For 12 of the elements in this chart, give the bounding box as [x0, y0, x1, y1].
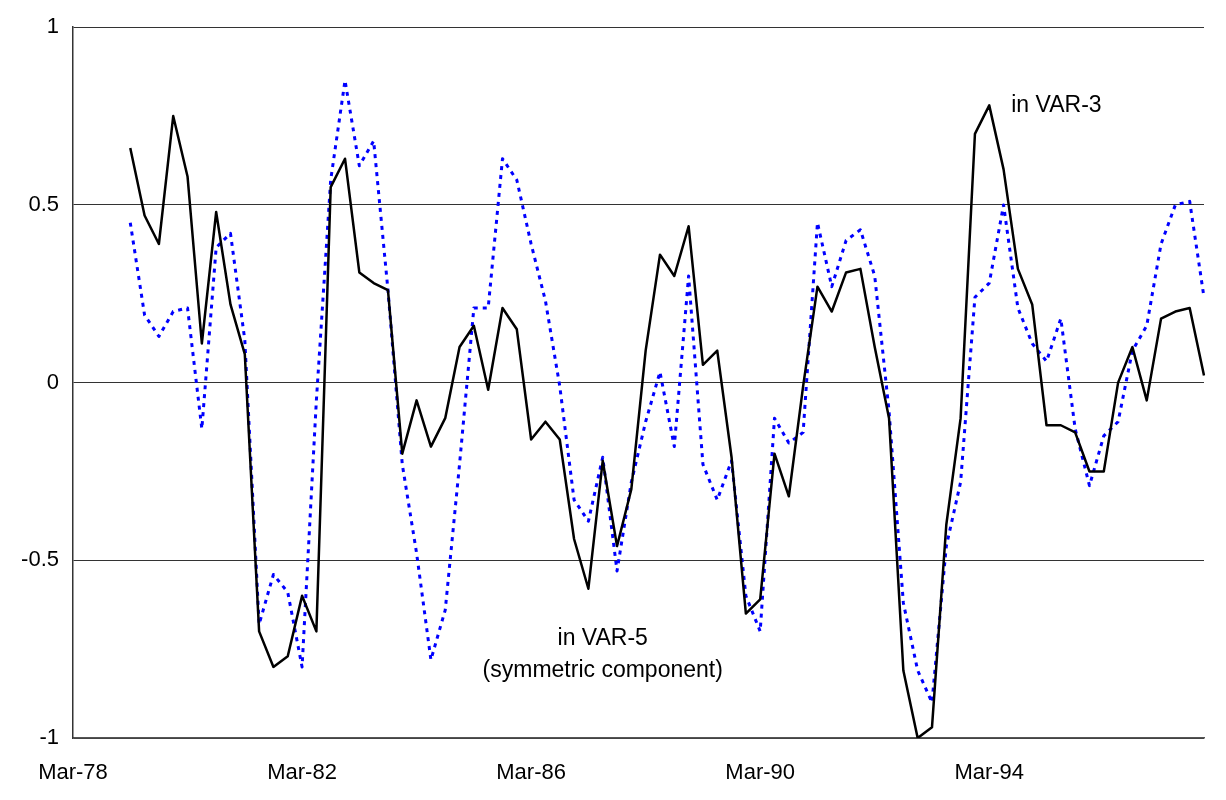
y-tick-label: -0.5	[21, 546, 59, 572]
y-tick-label: 0.5	[28, 190, 59, 216]
x-tick-label: Mar-82	[267, 759, 337, 785]
y-tick-label: -1	[39, 724, 59, 750]
x-tick-label: Mar-86	[496, 759, 566, 785]
series-label: in VAR-5 (symmetric component)	[482, 623, 723, 682]
x-tick-label: Mar-94	[954, 759, 1025, 785]
y-tick-label: 1	[46, 13, 59, 39]
x-tick-label: Mar-90	[725, 759, 796, 785]
y-tick-label: 0	[46, 368, 59, 394]
series-label: in VAR-3	[1011, 90, 1102, 117]
x-tick-label: Mar-78	[38, 759, 108, 785]
